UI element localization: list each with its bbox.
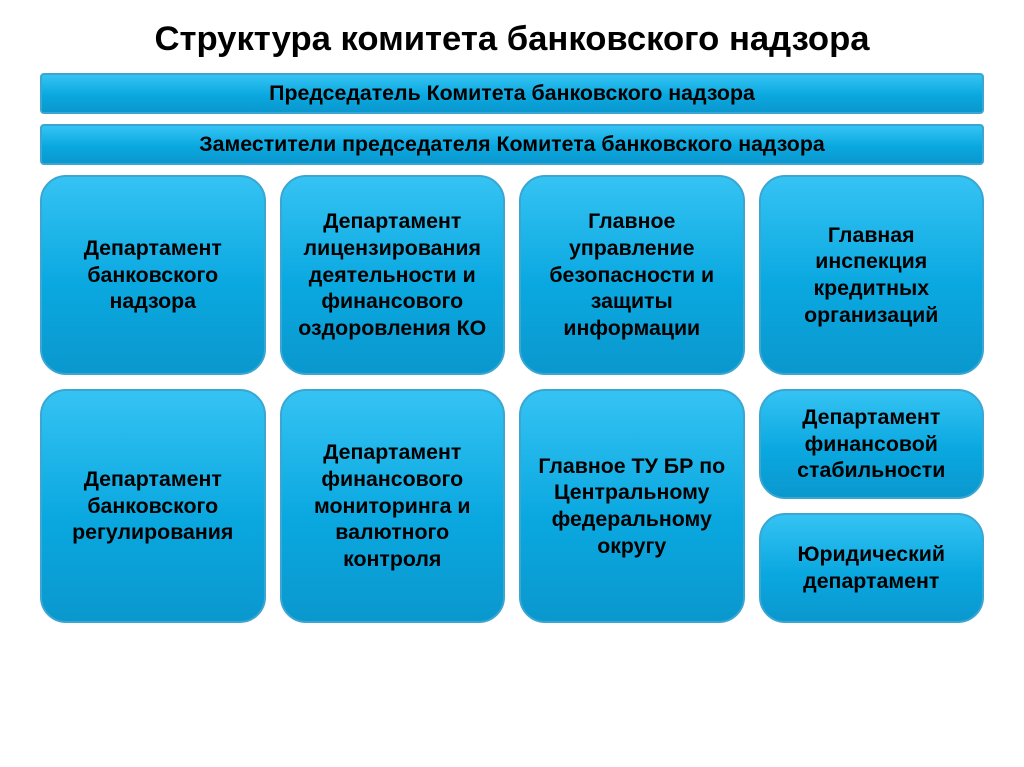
box-main-inspection: Главная инспекция кредитных организаций [759, 175, 985, 375]
box-column-4: Департамент финансовой стабильности Юрид… [759, 389, 985, 623]
org-grid: Департамент банковского надзора Департам… [40, 175, 984, 623]
page-title: Структура комитета банковского надзора [40, 20, 984, 59]
bar-chairman: Председатель Комитета банковского надзор… [40, 73, 984, 114]
box-dept-bank-supervision: Департамент банковского надзора [40, 175, 266, 375]
box-legal-dept: Юридический департамент [759, 513, 985, 623]
box-main-tu-br: Главное ТУ БР по Центральному федерально… [519, 389, 745, 623]
box-dept-bank-regulation: Департамент банковского регулирования [40, 389, 266, 623]
box-dept-fin-stability: Департамент финансовой стабильности [759, 389, 985, 499]
bar-deputies: Заместители председателя Комитета банков… [40, 124, 984, 165]
box-dept-fin-monitoring: Департамент финансового мониторинга и ва… [280, 389, 506, 623]
box-dept-licensing: Департамент лицензирования деятельности … [280, 175, 506, 375]
box-main-security: Главное управление безопасности и защиты… [519, 175, 745, 375]
